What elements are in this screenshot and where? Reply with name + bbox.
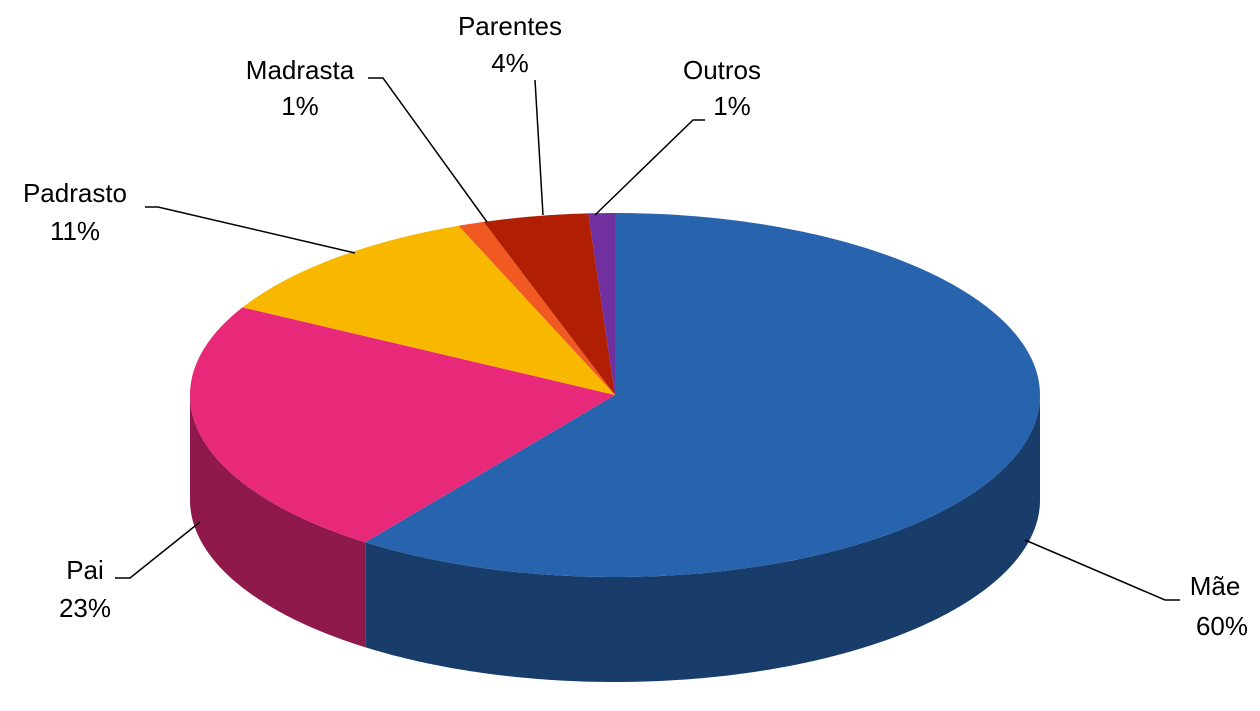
slice [190,307,616,543]
data-label: 23% [59,593,111,623]
slice-label: Pai [66,555,104,585]
slice [588,213,615,395]
data-label: 1% [713,91,751,121]
slice-side [190,395,366,648]
slice-label: Padrasto [23,178,127,208]
leader-line [115,521,201,579]
leader-line [368,77,488,223]
leader-line [534,79,544,216]
slice-label: Parentes [458,11,562,41]
slice-side [365,395,1040,682]
data-label: 60% [1196,611,1248,641]
data-label: 1% [281,91,319,121]
slice [458,221,615,395]
leader-line [145,206,356,254]
slice [242,225,616,395]
data-label: 11% [50,216,100,246]
slice [483,213,615,395]
slice-label: Outros [683,55,761,85]
data-label: 4% [491,48,529,78]
leader-line [1024,539,1180,601]
slice-label: Madrasta [246,55,355,85]
slice [365,213,1040,577]
slice-label: Mãe [1190,571,1241,601]
leader-line [594,119,705,216]
